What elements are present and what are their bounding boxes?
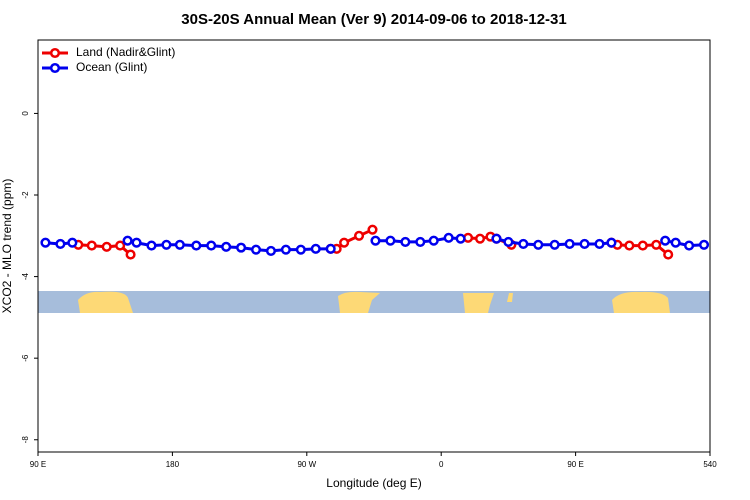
data-point	[503, 236, 514, 247]
data-point	[122, 235, 133, 246]
data-point	[339, 237, 350, 248]
data-point	[491, 233, 502, 244]
land-shape	[463, 293, 494, 313]
data-point	[651, 239, 662, 250]
legend-marker	[49, 47, 61, 59]
data-point	[265, 245, 277, 256]
land-shape	[338, 291, 380, 313]
data-point	[280, 244, 291, 255]
data-point	[325, 243, 336, 254]
data-point	[67, 237, 78, 248]
data-point	[663, 249, 674, 260]
plot-frame	[37, 39, 711, 453]
data-point	[594, 238, 605, 250]
data-point	[660, 235, 671, 246]
data-point	[101, 241, 112, 252]
chart-title: 30S-20S Annual Mean (Ver 9) 2014-09-06 t…	[181, 11, 566, 28]
legend-label: Land (Nadir&Glint)	[76, 45, 175, 59]
data-point	[415, 236, 426, 247]
legend-label: Ocean (Glint)	[76, 60, 147, 74]
data-point	[606, 237, 617, 248]
x-tick-label: 540	[703, 460, 717, 469]
x-tick-label: 90 W	[297, 460, 316, 469]
data-point	[533, 239, 544, 250]
data-point	[579, 238, 590, 250]
x-tick-label: 180	[166, 460, 180, 469]
ocean-band	[38, 291, 710, 313]
data-point	[698, 239, 710, 250]
data-point	[55, 238, 66, 250]
data-point	[191, 240, 202, 251]
y-tick-label: -4	[21, 272, 30, 280]
data-point	[206, 240, 217, 251]
x-axis-label: Longitude (deg E)	[326, 476, 421, 490]
x-tick-label: 90 E	[30, 460, 46, 469]
land-shape	[507, 293, 513, 302]
data-point	[146, 240, 157, 251]
data-point	[370, 235, 381, 246]
data-point	[125, 249, 136, 260]
data-point	[400, 236, 411, 247]
y-tick-label: -6	[21, 354, 30, 362]
data-point	[549, 239, 560, 250]
data-point	[310, 243, 321, 254]
data-point	[161, 239, 172, 250]
data-point	[250, 244, 262, 255]
map-band	[38, 291, 710, 313]
data-point	[385, 235, 396, 246]
data-point	[518, 238, 529, 250]
data-point	[174, 239, 185, 250]
data-point	[221, 241, 232, 252]
data-point	[236, 242, 247, 253]
data-point	[684, 240, 695, 251]
data-point	[115, 240, 126, 251]
data-point	[455, 233, 466, 244]
data-point	[40, 237, 51, 248]
y-tick-label: -2	[21, 191, 30, 199]
data-point	[564, 238, 575, 250]
x-tick-label: 0	[439, 460, 444, 469]
y-tick-label: -8	[21, 436, 30, 444]
data-point	[443, 232, 454, 243]
data-point	[474, 233, 486, 244]
land-shape	[612, 291, 670, 313]
land-shape	[78, 291, 133, 313]
y-axis-label: XCO2 - MLO trend (ppm)	[0, 179, 14, 314]
x-tick-label: 90 E	[567, 460, 583, 469]
data-point	[428, 235, 439, 246]
y-tick-label: 0	[21, 111, 30, 116]
data-point	[624, 240, 635, 251]
data-point	[637, 240, 648, 251]
data-point	[354, 230, 365, 241]
data-point	[295, 244, 306, 255]
data-point	[670, 237, 681, 248]
legend-marker	[49, 62, 61, 74]
data-point	[367, 224, 378, 235]
data-point	[131, 237, 142, 248]
data-point	[86, 240, 97, 251]
